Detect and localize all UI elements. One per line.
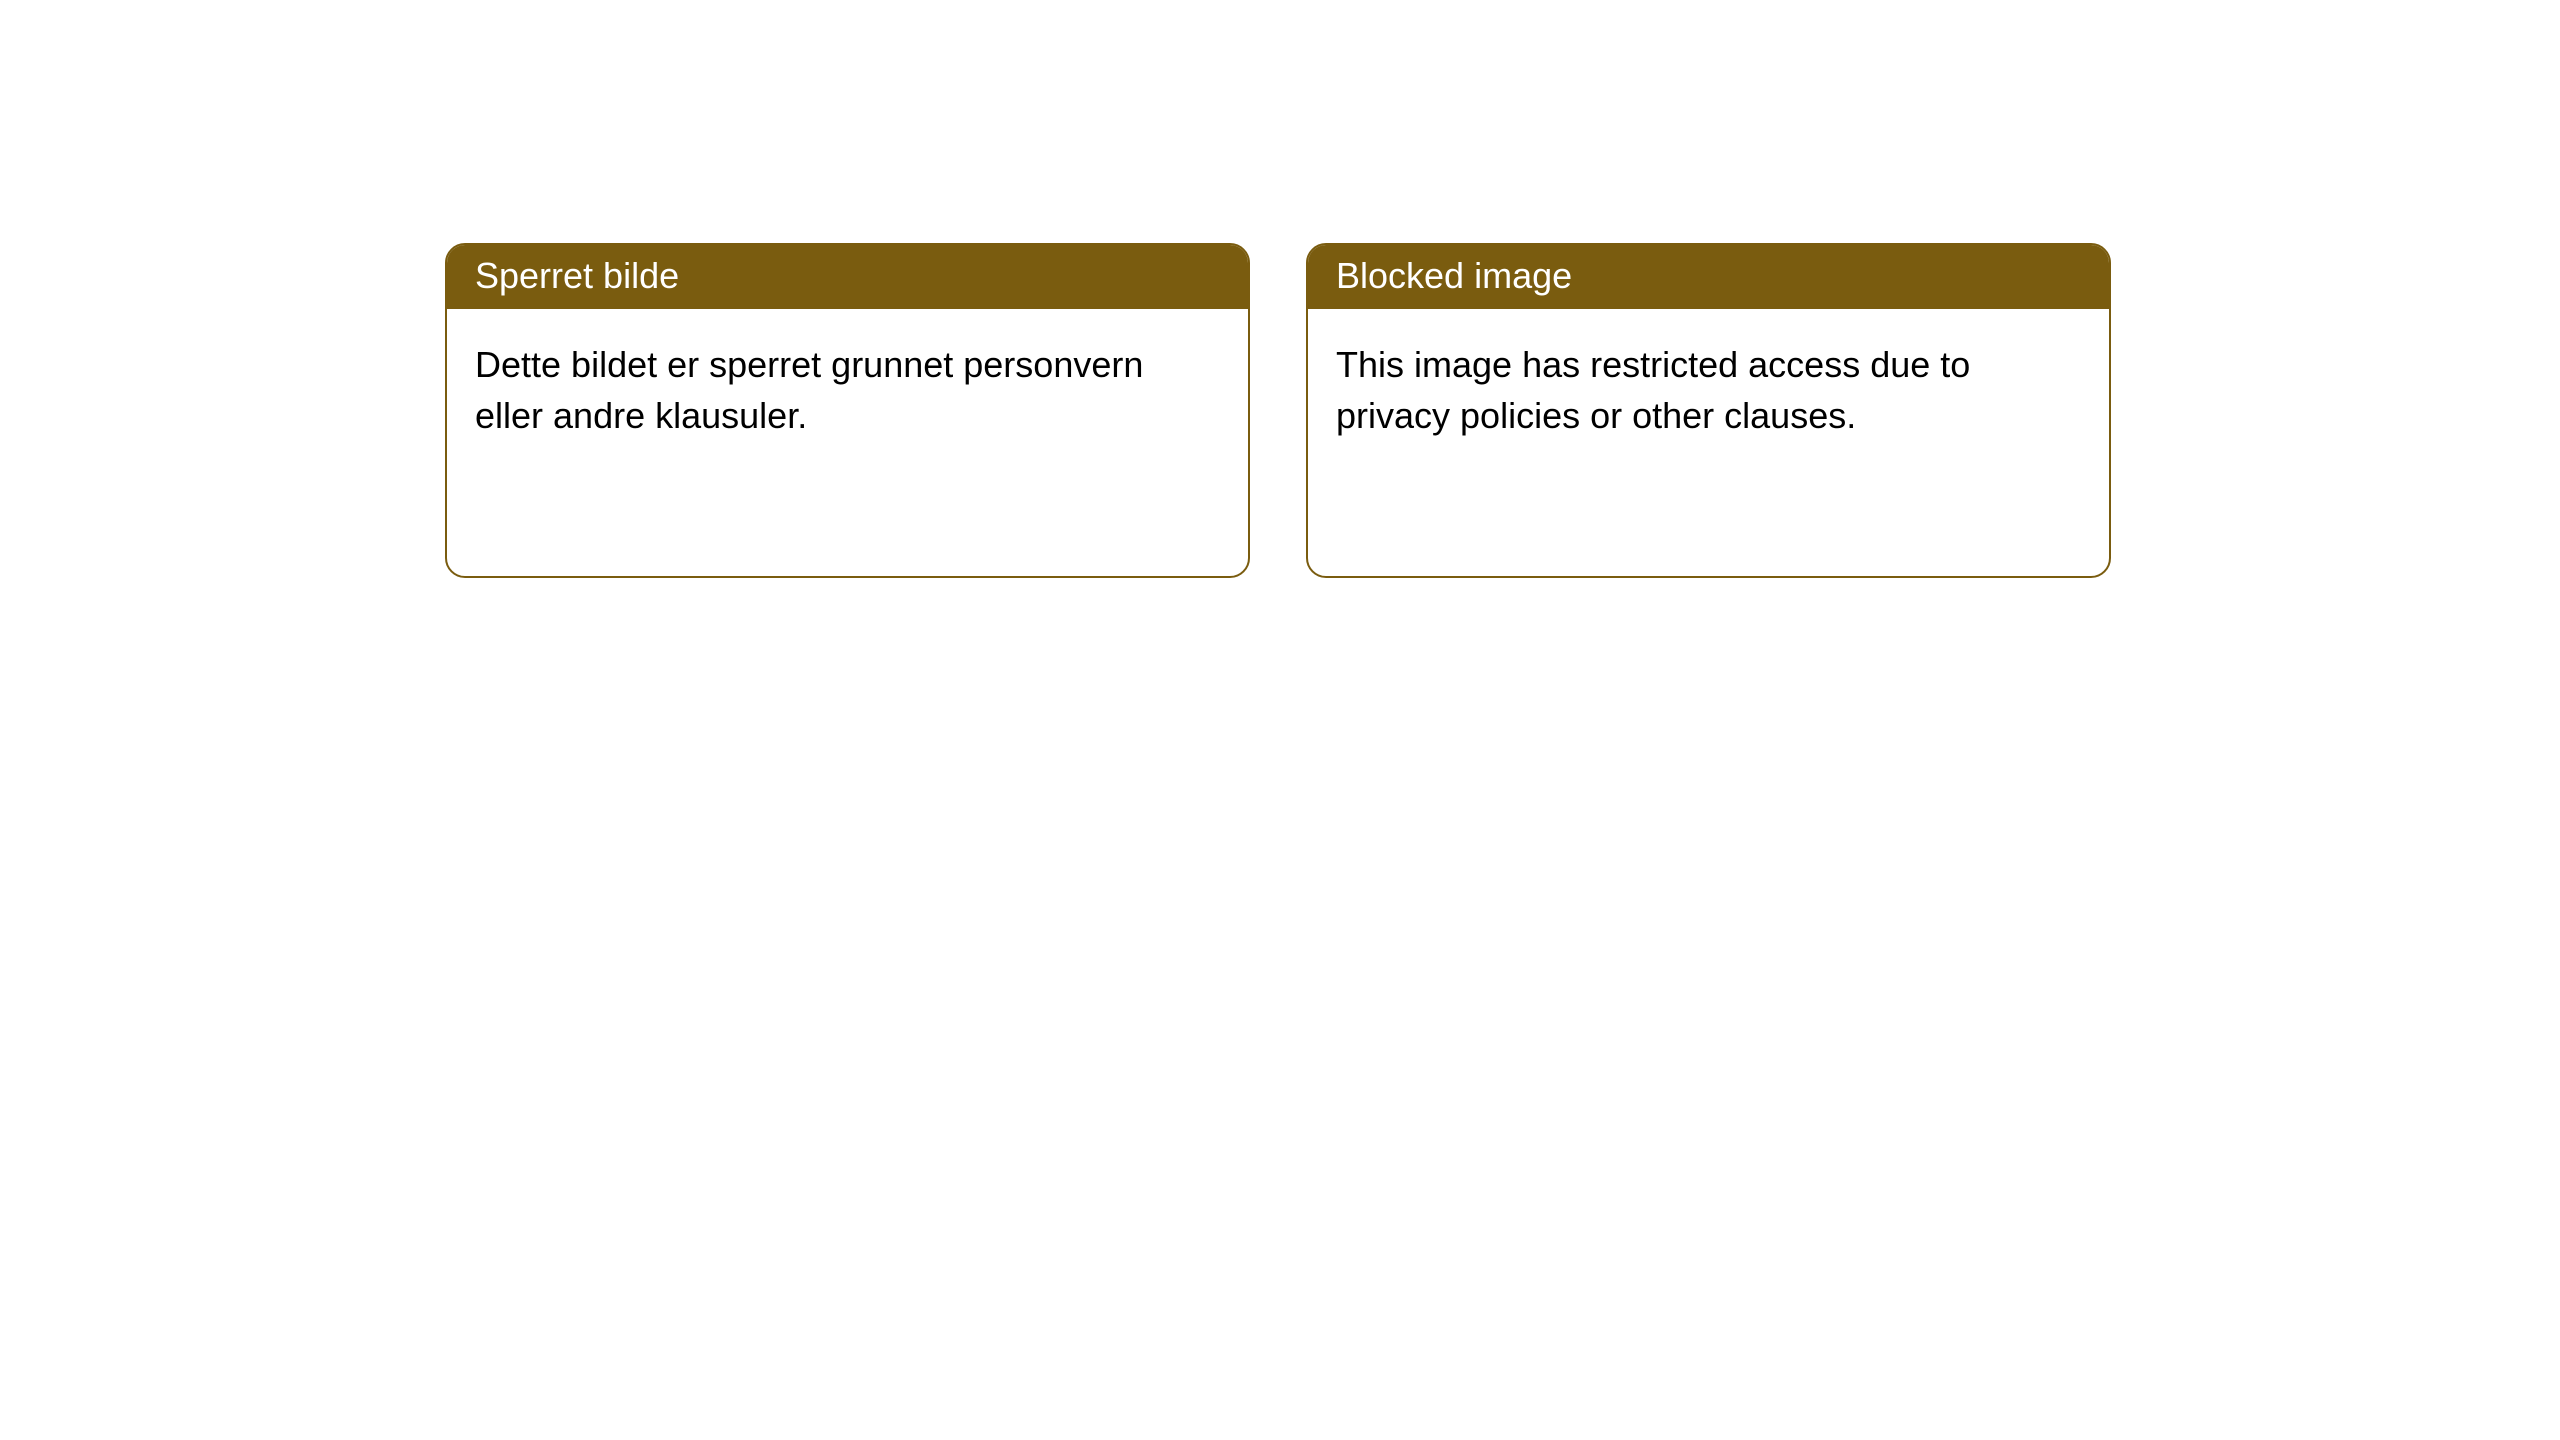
card-body: Dette bildet er sperret grunnet personve… (447, 309, 1248, 472)
notice-container: Sperret bilde Dette bildet er sperret gr… (0, 0, 2560, 578)
notice-card-english: Blocked image This image has restricted … (1306, 243, 2111, 578)
card-header: Sperret bilde (447, 245, 1248, 309)
notice-card-norwegian: Sperret bilde Dette bildet er sperret gr… (445, 243, 1250, 578)
card-body: This image has restricted access due to … (1308, 309, 2109, 472)
card-header: Blocked image (1308, 245, 2109, 309)
